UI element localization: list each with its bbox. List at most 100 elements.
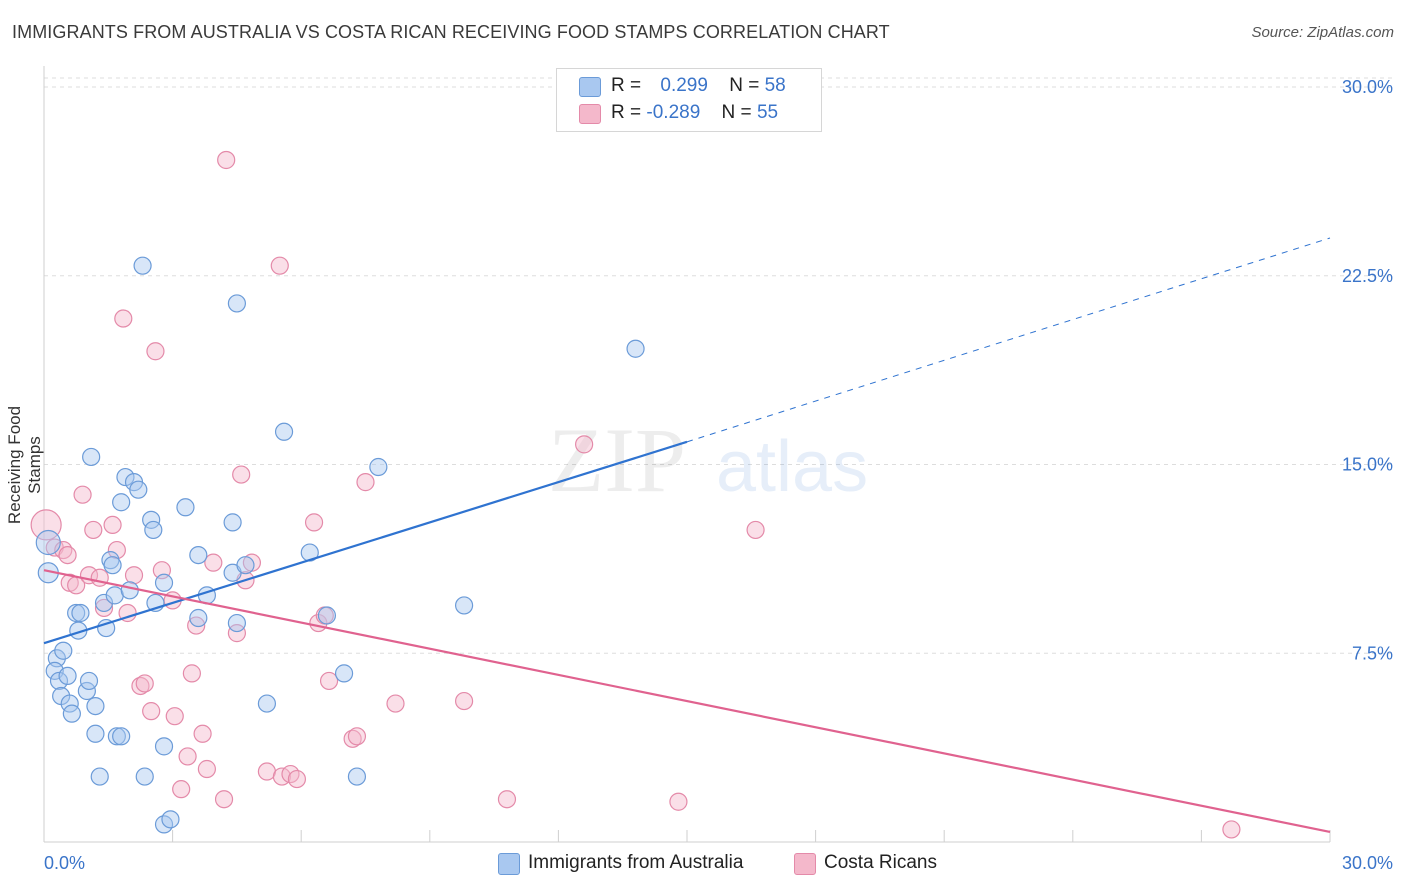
australia-point [161, 810, 180, 829]
legend-n-value: 55 [756, 102, 779, 123]
australia-point [154, 737, 174, 756]
legend-r-label: R = [611, 75, 642, 96]
costa-ricans-point [165, 707, 184, 726]
chart-title: IMMIGRANTS FROM AUSTRALIA VS COSTA RICAN… [12, 22, 890, 42]
costa-ricans-point [669, 792, 688, 811]
costa-ricans-point [217, 150, 236, 170]
australia-point [107, 727, 126, 746]
costa-ricans-point [575, 435, 594, 454]
australia-point [317, 606, 337, 625]
costa-ricans-point [193, 724, 212, 743]
watermark-zip: ZIP [548, 409, 686, 511]
legend-swatch-australia [579, 77, 601, 97]
costa-ricans-point [304, 513, 324, 532]
y-tick-label: 22.5% [1342, 266, 1393, 286]
australia-point [129, 480, 148, 499]
costa-ricans-point [172, 780, 191, 799]
watermark: ZIP atlas [548, 409, 868, 511]
australia-trend-extension [686, 237, 1331, 443]
australia-point [454, 596, 474, 615]
australia-point [86, 696, 105, 716]
legend-r-value: 0.299 [660, 75, 708, 96]
australia-trend-line [43, 440, 688, 645]
trend-lines [43, 237, 1331, 834]
y-axis-label: Receiving Food Stamps [5, 405, 44, 525]
costa-ricans-point [197, 759, 216, 779]
australia-point [223, 513, 242, 532]
costa-ricans-point [347, 727, 367, 746]
costa-ricans-point [1222, 820, 1241, 839]
australia-point [227, 294, 246, 313]
australia-point [334, 664, 354, 683]
costa-ricans-point [107, 540, 126, 560]
australia-point [227, 613, 246, 633]
costa-ricans-point [135, 674, 154, 693]
australia-point [71, 603, 90, 623]
australia-point [257, 694, 277, 713]
australia-point [133, 256, 152, 275]
legend-swatch-costa-ricans [579, 104, 601, 124]
legend-n-value: 58 [764, 75, 786, 96]
costa-ricans-point [142, 702, 161, 721]
costa-ricans-point [232, 465, 251, 484]
australia-point [236, 556, 255, 575]
legend-r-label: R = [611, 102, 642, 123]
costa-ricans-point [270, 256, 289, 275]
australia-point [189, 608, 208, 628]
australia-points [35, 256, 645, 834]
australia-point [347, 767, 367, 786]
costa-ricans-point [287, 769, 307, 789]
australia-point [62, 704, 81, 723]
watermark-atlas: atlas [716, 427, 868, 507]
costa-ricans-point [746, 520, 765, 540]
costa-ricans-point [214, 790, 234, 809]
australia-point [90, 767, 109, 786]
costa-ricans-point [204, 553, 223, 572]
australia-point [112, 727, 131, 746]
costa-ricans-point [187, 616, 206, 635]
australia-point [82, 447, 101, 467]
tick-labels: 7.5% 15.0% 22.5% 30.0% 0.0% 30.0% [44, 77, 1393, 873]
y-tick-label: 7.5% [1352, 643, 1393, 663]
australia-point [67, 603, 86, 623]
australia-point [103, 556, 122, 575]
australia-point [97, 618, 116, 638]
costa-ricans-point [146, 342, 165, 361]
costa-ricans-point [73, 485, 92, 504]
chart-source: Source: ZipAtlas.com [1251, 24, 1394, 41]
costa-ricans-point [84, 520, 103, 540]
australia-point [144, 520, 163, 540]
costa-ricans-point [497, 790, 517, 809]
bottom-legend-swatch-australia [498, 853, 520, 875]
australia-point [120, 581, 139, 600]
bottom-legend-label-australia: Immigrants from Australia [528, 852, 744, 873]
y-tick-label: 15.0% [1342, 455, 1393, 475]
bottom-legend-label-costa-ricans: Costa Ricans [824, 852, 937, 873]
australia-point [116, 467, 135, 487]
costa-ricans-point [386, 694, 405, 713]
australia-point [58, 666, 77, 686]
australia-point [176, 498, 195, 517]
australia-point [79, 671, 99, 691]
y-tick-label: 30.0% [1342, 77, 1393, 97]
costa-ricans-point [178, 747, 197, 766]
australia-point [154, 573, 174, 592]
costa-ricans-point [454, 691, 474, 711]
australia-point [35, 529, 61, 556]
costa-ricans-point [114, 309, 133, 328]
costa-ricans-point [227, 624, 246, 643]
legend-n-label: N = [721, 102, 752, 123]
costa-ricans-point [103, 515, 122, 535]
australia-point [626, 339, 645, 358]
australia-point [94, 593, 114, 613]
australia-point [112, 493, 131, 512]
costa-ricans-trend-line [43, 569, 1331, 834]
australia-point [274, 422, 294, 441]
x-tick-label: 30.0% [1342, 853, 1393, 873]
legend-r-value: -0.289 [646, 102, 701, 123]
bottom-legend-swatch-costa-ricans [794, 853, 816, 875]
australia-point [49, 671, 69, 691]
x-tick-label: 0.0% [44, 853, 85, 873]
australia-point [135, 767, 154, 786]
